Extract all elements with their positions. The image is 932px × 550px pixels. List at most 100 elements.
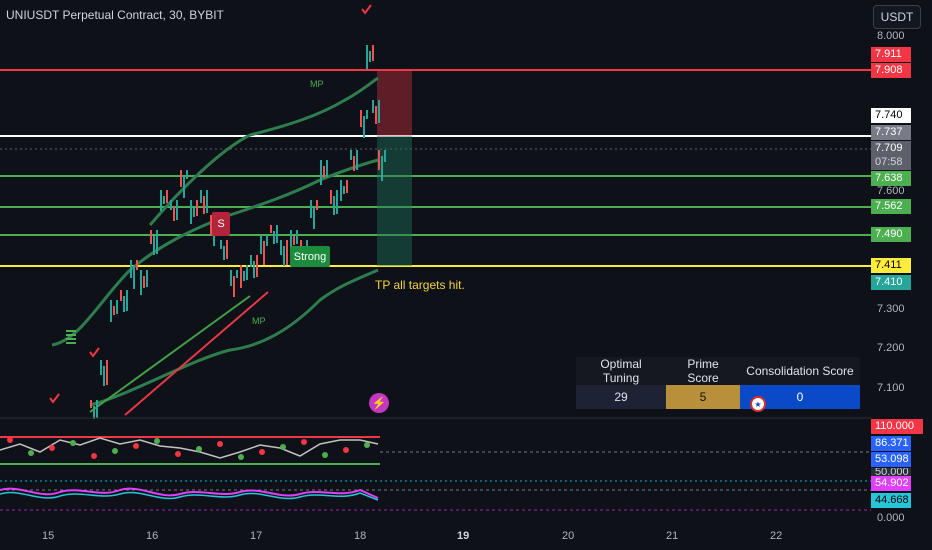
stats-header: Optimal Tuning (576, 357, 666, 385)
candle (363, 116, 365, 138)
rsi-label: 54.902 (871, 476, 911, 491)
candle (176, 200, 178, 220)
candle (143, 276, 145, 288)
osc-label-value: 53.098 (871, 452, 911, 467)
us-flag-icon[interactable]: ★ (750, 396, 766, 412)
candle (126, 290, 128, 311)
candle (90, 400, 92, 408)
price-tick: 0.000 (877, 512, 905, 524)
candle (183, 176, 185, 198)
candle (250, 255, 252, 267)
time-tick: 15 (42, 530, 55, 542)
osc-label-value: 86.371 (871, 436, 911, 451)
candle (110, 300, 112, 322)
candle (316, 200, 318, 210)
candle-series (90, 45, 386, 419)
tp-hit-label: TP all targets hit. (375, 278, 465, 292)
candle (384, 150, 386, 162)
stats-header: Consolidation Score (740, 357, 860, 385)
osc-dot (112, 448, 118, 454)
candle (140, 270, 142, 295)
mp-label: MP (252, 316, 266, 326)
price-tick: 7.300 (877, 303, 905, 315)
currency-button[interactable]: USDT (873, 5, 921, 29)
osc-dot (322, 452, 328, 458)
candle (223, 246, 225, 260)
candle (180, 170, 182, 187)
price-label-red: 7.908 (871, 63, 911, 78)
candle (353, 156, 355, 171)
mp-label: MP (310, 79, 324, 89)
candle (333, 196, 335, 215)
osc-markers (7, 437, 370, 460)
candle (330, 190, 332, 204)
candle (156, 230, 158, 254)
candle (220, 240, 222, 249)
trend-line-green (89, 295, 251, 413)
candle (146, 270, 148, 287)
osc-dot (7, 437, 13, 443)
price-label-tp1: 7.638 (871, 171, 911, 186)
rsi-line (0, 487, 379, 499)
candle (375, 106, 377, 124)
osc-dot (154, 438, 160, 444)
candle (256, 255, 258, 277)
candle (170, 200, 172, 210)
price-label-tp2: 7.562 (871, 199, 911, 214)
osc-dot (28, 450, 34, 456)
candle (106, 360, 108, 385)
candle (366, 110, 368, 119)
stats-header: Prime Score (666, 357, 740, 385)
osc-dot (133, 443, 139, 449)
candle (290, 230, 292, 252)
candle (246, 265, 248, 280)
candle (93, 406, 95, 419)
price-label-teal: 7.410 (871, 275, 911, 290)
checkmark-icon (89, 347, 100, 358)
candle (320, 160, 322, 185)
lightning-icon[interactable]: ⚡ (369, 393, 389, 413)
candle (103, 366, 105, 386)
osc-dot (343, 447, 349, 453)
candle (166, 190, 168, 203)
candle (243, 271, 245, 281)
osc-dot (301, 439, 307, 445)
candle (346, 180, 348, 193)
candle (123, 296, 125, 312)
chart-title: UNIUSDT Perpetual Contract, 30, BYBIT (6, 8, 224, 22)
candle (372, 100, 374, 113)
candle (350, 150, 352, 160)
candle (173, 206, 175, 221)
rsi-signal-line (0, 491, 379, 501)
candle (206, 190, 208, 213)
candle (313, 206, 315, 229)
candle (326, 160, 328, 177)
time-tick: 20 (562, 530, 575, 542)
price-tick: 7.600 (877, 185, 905, 197)
candle (300, 240, 302, 251)
candle (293, 236, 295, 245)
candle (96, 400, 98, 418)
candle (336, 190, 338, 214)
price-label-red: 7.911 (871, 47, 911, 62)
price-tick: 7.100 (877, 382, 905, 394)
candle (283, 246, 285, 266)
candle (160, 190, 162, 211)
candle (310, 200, 312, 218)
sell-signal-badge: S (212, 212, 230, 236)
osc-label-mid: 50.000 (871, 468, 911, 476)
price-tick: 7.200 (877, 342, 905, 354)
candle (280, 240, 282, 255)
candle (236, 270, 238, 278)
candle (286, 240, 288, 265)
stats-table: Optimal Tuning Prime Score Consolidation… (576, 357, 860, 409)
price-label-entry: 7.740 (871, 108, 911, 123)
price-tick: 8.000 (877, 30, 905, 42)
candle (378, 100, 380, 123)
candle (381, 156, 383, 181)
candle (163, 196, 165, 204)
candle (136, 260, 138, 270)
candle (253, 261, 255, 278)
osc-dot (238, 454, 244, 460)
